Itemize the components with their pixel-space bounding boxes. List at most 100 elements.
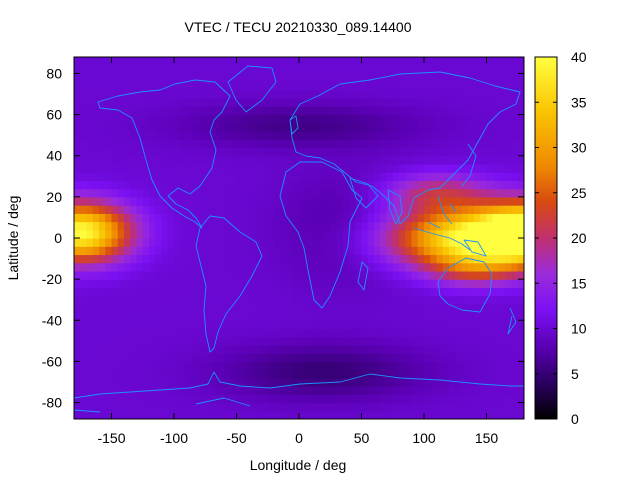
heat-cell (236, 229, 244, 239)
heat-cell (74, 238, 81, 247)
x-tick-label: 0 (295, 430, 303, 446)
heat-cell (130, 81, 138, 91)
heat-cell (392, 336, 400, 346)
heat-cell (249, 114, 256, 124)
heat-cell (161, 229, 169, 239)
heat-cell (242, 303, 250, 313)
heat-cell (267, 270, 275, 280)
heat-cell (155, 394, 163, 404)
heat-cell (142, 312, 150, 321)
heat-cell (105, 254, 113, 264)
heat-cell (374, 221, 381, 231)
heat-cell (117, 221, 125, 231)
heat-cell (449, 295, 456, 305)
heat-cell (249, 131, 256, 140)
heat-cell (424, 65, 431, 75)
heat-cell (480, 57, 488, 66)
heat-cell (261, 163, 269, 173)
heat-cell (111, 81, 119, 91)
heat-cell (486, 410, 494, 419)
heat-cell (417, 106, 425, 116)
heat-cell (149, 213, 156, 223)
heat-cell (455, 295, 463, 305)
heat-cell (142, 131, 150, 140)
heat-cell (486, 196, 494, 206)
heat-cell (80, 386, 88, 395)
heat-cell (124, 369, 131, 379)
heat-cell (261, 377, 269, 387)
heat-cell (274, 131, 281, 140)
heat-cell (292, 180, 300, 190)
heat-cell (199, 139, 206, 149)
heat-cell (499, 188, 506, 198)
heat-cell (142, 361, 150, 371)
heat-cell (86, 188, 94, 198)
heat-cell (211, 270, 219, 280)
heat-cell (186, 353, 194, 363)
heat-cell (186, 106, 194, 116)
heat-cell (499, 377, 506, 387)
heat-cell (74, 262, 81, 272)
heat-cell (417, 303, 425, 313)
heat-cell (480, 229, 488, 239)
heat-cell (149, 254, 156, 264)
heat-cell (417, 361, 425, 371)
heat-cell (299, 336, 306, 346)
heat-cell (99, 287, 106, 297)
heat-cell (286, 221, 294, 231)
heat-cell (274, 172, 281, 182)
heat-cell (255, 353, 263, 363)
heat-cell (74, 410, 81, 419)
heat-cell (292, 344, 300, 354)
heat-cell (361, 229, 369, 239)
heat-cell (92, 377, 100, 387)
heat-cell (230, 238, 238, 247)
heat-cell (355, 89, 363, 99)
heat-cell (430, 303, 438, 313)
heat-cell (374, 131, 381, 140)
coast-madagascar (357, 261, 369, 291)
heat-cell (230, 213, 238, 223)
heat-cell (161, 81, 169, 91)
heat-cell (399, 246, 406, 256)
colorbar-tick-label: 15 (571, 275, 587, 291)
heat-cell (480, 114, 488, 124)
heat-cell (430, 89, 438, 99)
heat-cell (167, 122, 175, 132)
heat-cell (80, 114, 88, 124)
heat-cell (74, 344, 81, 354)
heat-cell (80, 353, 88, 363)
heat-cell (142, 303, 150, 313)
heat-cell (155, 205, 163, 214)
heat-cell (430, 221, 438, 231)
heat-cell (517, 147, 524, 157)
heat-cell (130, 73, 138, 83)
heat-cell (480, 163, 488, 173)
heat-cell (305, 344, 313, 354)
heat-cell (130, 386, 138, 395)
heat-cell (117, 139, 125, 149)
heat-cell (380, 336, 388, 346)
heat-cell (105, 287, 113, 297)
heat-cell (155, 287, 163, 297)
heat-cell (324, 279, 331, 288)
heat-cell (392, 122, 400, 132)
heat-cell (324, 114, 331, 124)
heat-cell (499, 98, 506, 107)
heat-cell (292, 139, 300, 149)
heat-cell (449, 238, 456, 247)
heat-cell (167, 336, 175, 346)
heat-cell (105, 353, 113, 363)
heat-cell (99, 147, 106, 157)
heat-cell (342, 353, 350, 363)
heat-cell (386, 377, 394, 387)
heat-cell (417, 377, 425, 387)
heat-cell (161, 402, 169, 412)
heat-cell (180, 262, 188, 272)
heat-cell (92, 344, 100, 354)
heat-cell (517, 369, 524, 379)
heat-cell (324, 320, 331, 330)
heat-cell (330, 328, 338, 338)
heat-cell (80, 410, 88, 419)
heat-cell (492, 172, 500, 182)
